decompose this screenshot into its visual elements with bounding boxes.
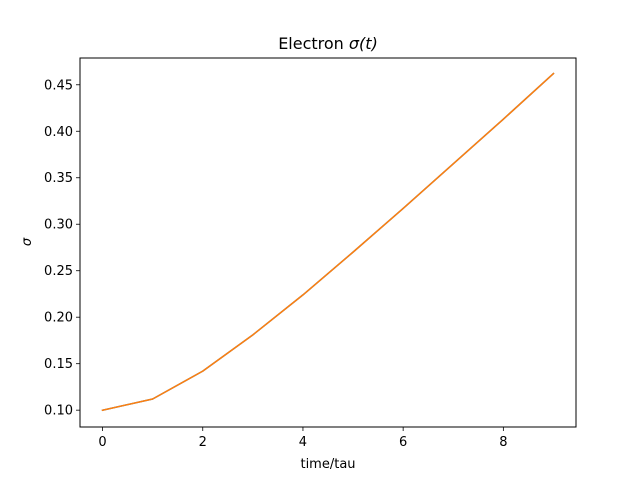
x-tick-label: 6 xyxy=(399,435,407,450)
y-tick-label: 0.30 xyxy=(44,218,73,233)
x-tick-label: 4 xyxy=(299,435,307,450)
plot-lines xyxy=(101,72,555,412)
chart-title: Electron σ(t) xyxy=(278,34,378,53)
x-axis-label: time/tau xyxy=(300,457,355,472)
y-axis-ticks: 0.10 0.15 0.20 0.25 0.30 0.35 0.40 0.45 xyxy=(44,78,80,419)
y-tick-label: 0.15 xyxy=(44,357,73,372)
x-tick-label: 2 xyxy=(199,435,207,450)
x-tick-label: 0 xyxy=(98,435,106,450)
y-axis-label: σ xyxy=(20,237,35,246)
y-tick-label: 0.35 xyxy=(44,171,73,186)
series-line-2 xyxy=(101,72,555,412)
y-tick-label: 0.20 xyxy=(44,311,73,326)
y-tick-label: 0.10 xyxy=(44,404,73,419)
x-axis-ticks: 0 2 4 6 8 xyxy=(98,427,507,450)
plot-frame xyxy=(79,57,577,428)
y-tick-label: 0.40 xyxy=(44,125,73,140)
y-tick-label: 0.25 xyxy=(44,264,73,279)
x-tick-label: 8 xyxy=(499,435,507,450)
y-tick-label: 0.45 xyxy=(44,78,73,93)
